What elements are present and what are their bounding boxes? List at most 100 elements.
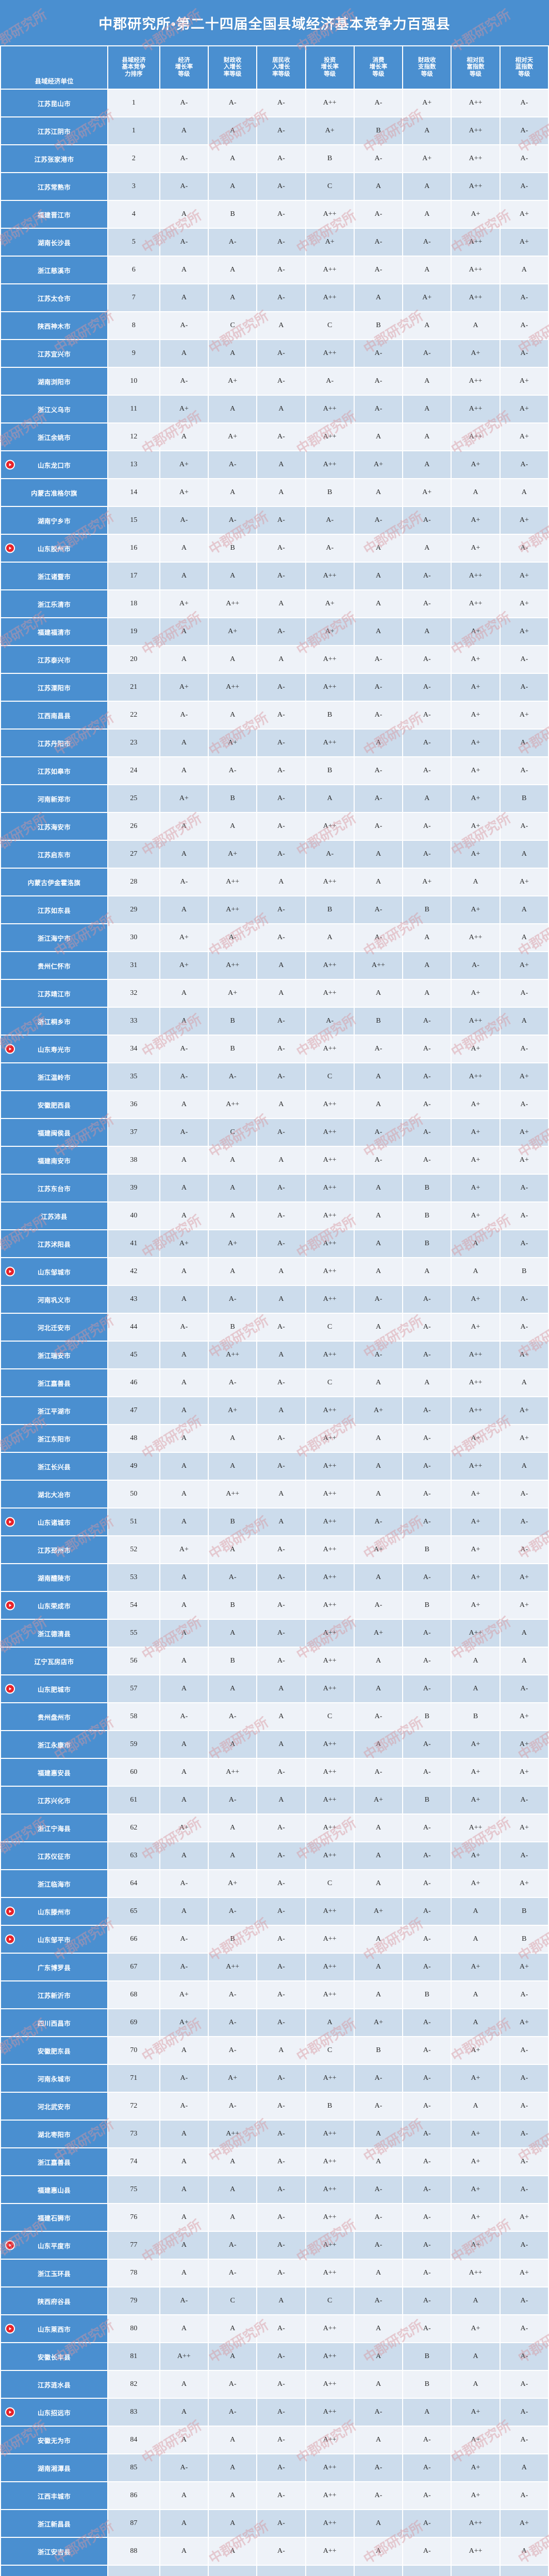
county-name-cell[interactable]: 江苏仪征市: [1, 1842, 108, 1869]
watermark-text: 中郡研究所: [51, 107, 117, 156]
grade-cell-consume: A-: [354, 340, 403, 367]
county-name-cell[interactable]: 内蒙古准格尔旗: [1, 479, 108, 506]
county-name-cell[interactable]: 河南新郑市: [1, 785, 108, 812]
watermark-text: 中郡研究所: [448, 208, 513, 256]
column-header-rank: 县域经济 基本竞争 力排序: [108, 46, 159, 89]
county-name-cell[interactable]: 江苏沛县: [1, 1202, 108, 1229]
county-name-cell[interactable]: 江苏东台市: [1, 1175, 108, 1201]
county-name-cell[interactable]: 山东诸城市: [1, 1509, 108, 1535]
grade-cell-invest: C: [306, 312, 354, 339]
county-name-cell[interactable]: 江苏太仓市: [1, 284, 108, 311]
county-name-cell[interactable]: 浙江德清县: [1, 1620, 108, 1647]
county-name-cell[interactable]: 湖北大冶市: [1, 1481, 108, 1507]
county-name-cell[interactable]: 河北迁安市: [1, 1314, 108, 1341]
county-name-cell[interactable]: 江苏丹阳市: [1, 730, 108, 756]
rank-cell: 45: [108, 1342, 159, 1368]
county-name-cell[interactable]: 江苏常熟市: [1, 173, 108, 200]
county-name-cell[interactable]: 江苏溧阳市: [1, 674, 108, 701]
county-name-cell[interactable]: 浙江余姚市: [1, 423, 108, 450]
county-name-cell[interactable]: 福建南安市: [1, 1147, 108, 1174]
county-name-cell[interactable]: 江苏兴化市: [1, 1787, 108, 1814]
county-name-cell[interactable]: 江苏昆山市: [1, 90, 108, 116]
county-name-cell[interactable]: 湖南宁乡市: [1, 507, 108, 534]
county-name-cell[interactable]: 浙江东阳市: [1, 1425, 108, 1452]
county-name-cell[interactable]: 浙江海宁市: [1, 924, 108, 951]
county-name-cell[interactable]: 福建福清市: [1, 618, 108, 645]
county-name-cell[interactable]: 浙江义乌市: [1, 396, 108, 422]
county-name-cell[interactable]: 山东龙口市: [1, 451, 108, 478]
watermark-text: 中郡研究所: [448, 2217, 513, 2265]
grade-cell-fiscal_in: A+: [209, 730, 257, 756]
county-name-cell[interactable]: 浙江温岭市: [1, 1063, 108, 1090]
county-name-cell[interactable]: 浙江临海市: [1, 1870, 108, 1897]
rank-cell: 51: [108, 1509, 159, 1535]
grade-cell-income: A: [257, 980, 305, 1007]
table-row: 河北迁安市 44 A- B A- C A A- A+ A-: [1, 1314, 548, 1341]
county-name-cell[interactable]: 辽宁瓦房店市: [1, 1648, 108, 1674]
grade-cell-invest: A++: [306, 563, 354, 589]
watermark-text: 中郡研究所: [448, 1815, 513, 1863]
county-name-cell[interactable]: 山东寿光市: [1, 1036, 108, 1062]
county-name-cell[interactable]: 江苏江阴市: [1, 117, 108, 144]
grade-cell-consume: A-: [354, 1759, 403, 1786]
county-name-cell[interactable]: 浙江嘉善县: [1, 1369, 108, 1396]
watermark-text: 中郡研究所: [206, 1514, 271, 1562]
county-name-cell[interactable]: 江苏邳州市: [1, 1536, 108, 1563]
county-name-cell[interactable]: 浙江诸暨市: [1, 563, 108, 589]
county-name-cell[interactable]: 河南巩义市: [1, 1286, 108, 1313]
county-name-cell[interactable]: 贵州仁怀市: [1, 952, 108, 979]
county-name-cell[interactable]: 山东邹城市: [1, 1258, 108, 1285]
county-name-cell[interactable]: 山东肥城市: [1, 1675, 108, 1702]
county-name-cell[interactable]: 浙江平湖市: [1, 1397, 108, 1424]
county-name-cell[interactable]: 福建晋江市: [1, 201, 108, 228]
rank-cell: 34: [108, 1036, 159, 1062]
county-name-cell[interactable]: 陕西神木市: [1, 312, 108, 339]
table-row: 湖南宁乡市 15 A- A- A- A- A- A- A+ A+: [1, 507, 548, 534]
watermark-text: 中郡研究所: [51, 1112, 117, 1160]
county-name-cell[interactable]: 浙江桐乡市: [1, 1008, 108, 1035]
county-name-cell[interactable]: 内蒙古伊金霍洛旗: [1, 869, 108, 895]
county-name-cell[interactable]: 江苏海安市: [1, 813, 108, 840]
county-name-cell[interactable]: 江苏如东县: [1, 896, 108, 923]
grade-cell-wealth: A++: [452, 1008, 500, 1035]
county-name-cell[interactable]: 浙江乐清市: [1, 590, 108, 617]
county-name-cell[interactable]: 福建惠安县: [1, 1759, 108, 1786]
grade-cell-wealth: A++: [452, 229, 500, 256]
grade-cell-wealth: A+: [452, 340, 500, 367]
county-name-cell[interactable]: 江苏沭阳县: [1, 1230, 108, 1257]
county-name-cell[interactable]: 福建闽侯县: [1, 1119, 108, 1146]
grade-cell-growth: A: [160, 1592, 208, 1619]
county-name-cell[interactable]: 浙江慈溪市: [1, 257, 108, 283]
grade-cell-wealth: A+: [452, 1175, 500, 1201]
county-name-label: 湖北大冶市: [38, 1491, 71, 1499]
county-name-cell[interactable]: 江苏如皋市: [1, 757, 108, 784]
county-name-cell[interactable]: 山东胶州市: [1, 535, 108, 562]
grade-cell-consume: A+: [354, 451, 403, 478]
table-row: 浙江瑞安市 45 A A++ A A++ A- A- A++ A+: [1, 1342, 548, 1368]
county-name-cell[interactable]: 江苏泰兴市: [1, 646, 108, 673]
county-name-cell[interactable]: 浙江永康市: [1, 1731, 108, 1758]
grade-cell-growth: A: [160, 1842, 208, 1869]
county-name-cell[interactable]: 安徽肥西县: [1, 1091, 108, 1118]
grade-cell-sky: A-: [500, 674, 548, 701]
rank-cell: 15: [108, 507, 159, 534]
county-name-cell[interactable]: 湖南长沙县: [1, 229, 108, 256]
county-name-cell[interactable]: 浙江瑞安市: [1, 1342, 108, 1368]
county-name-cell[interactable]: 浙江宁海县: [1, 1815, 108, 1841]
county-name-cell[interactable]: 江苏张家港市: [1, 145, 108, 172]
county-name-cell[interactable]: 江苏启东市: [1, 841, 108, 868]
county-name-cell[interactable]: 湖南浏阳市: [1, 368, 108, 395]
grade-cell-sky: A: [500, 1369, 548, 1396]
grade-cell-fiscal_in: B: [209, 1592, 257, 1619]
grade-cell-growth: A+: [160, 451, 208, 478]
county-name-cell[interactable]: 江西南昌县: [1, 702, 108, 728]
county-name-cell[interactable]: 山东荣成市: [1, 1592, 108, 1619]
county-name-cell[interactable]: 湖南醴陵市: [1, 1564, 108, 1591]
county-name-label: 浙江东阳市: [38, 1435, 71, 1443]
county-name-cell[interactable]: 江苏宜兴市: [1, 340, 108, 367]
county-name-cell[interactable]: 江苏靖江市: [1, 980, 108, 1007]
county-name-label: 江苏启东市: [38, 851, 71, 859]
county-name-cell[interactable]: 浙江长兴县: [1, 1453, 108, 1480]
county-name-cell[interactable]: 贵州盘州市: [1, 1703, 108, 1730]
grade-cell-growth: A-: [160, 173, 208, 200]
